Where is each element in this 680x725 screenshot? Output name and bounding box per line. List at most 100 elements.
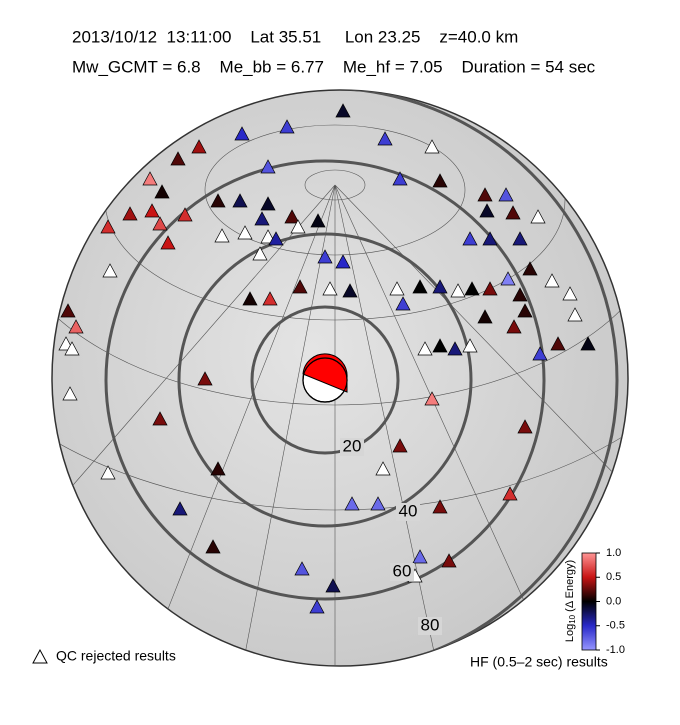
station [234, 126, 250, 141]
colorbar-tick-label: 0.5 [606, 571, 621, 583]
station [260, 159, 276, 174]
station [177, 207, 193, 222]
station [512, 231, 528, 246]
station [544, 273, 560, 288]
station [377, 131, 393, 146]
colorbar-ticks: 1.0 0.5 0.0 -0.5 -1.0 [596, 547, 625, 656]
colorbar-tick-label: -0.5 [606, 620, 625, 632]
ring-label: 20 [343, 436, 362, 455]
station [477, 187, 493, 202]
station [170, 151, 186, 166]
distance-rings [52, 90, 619, 666]
ring-label-bg [390, 563, 414, 581]
qc-legend-icon [32, 648, 48, 664]
station [522, 261, 538, 276]
distance-ring [177, 232, 473, 528]
station [260, 196, 276, 211]
station [290, 219, 306, 234]
ring-label-bg [418, 617, 442, 635]
station [144, 203, 160, 218]
station [342, 283, 358, 298]
station [172, 501, 188, 516]
station [237, 225, 253, 240]
station [375, 461, 391, 476]
station [462, 338, 478, 353]
colorbar-label: Log10 (Δ Energy) [564, 560, 577, 642]
hf-legend: HF (0.5–2 sec) results [470, 654, 608, 670]
station [60, 303, 76, 318]
colorbar-tick-label: 0.0 [606, 595, 621, 607]
stations [58, 103, 596, 614]
station [254, 211, 270, 226]
station [242, 291, 258, 306]
station [122, 206, 138, 221]
station [462, 231, 478, 246]
station [498, 187, 514, 202]
station [152, 216, 168, 231]
station [309, 599, 325, 614]
station [152, 411, 168, 426]
station [154, 184, 170, 199]
station [191, 139, 207, 154]
station [100, 465, 116, 480]
station [447, 341, 463, 356]
station [325, 578, 341, 593]
beachball [302, 353, 348, 403]
station [279, 119, 295, 134]
station [424, 391, 440, 406]
station [506, 319, 522, 334]
station [205, 539, 221, 554]
station [505, 205, 521, 220]
station [64, 341, 80, 356]
station [232, 193, 248, 208]
station [335, 103, 351, 118]
station [482, 281, 498, 296]
station [441, 553, 457, 568]
station [310, 213, 326, 228]
distance-ring [52, 90, 619, 666]
ring-label-bg [340, 438, 364, 456]
ring-label-bg [396, 503, 420, 521]
station [210, 461, 226, 476]
station [317, 249, 333, 264]
station [142, 171, 158, 186]
station [432, 499, 448, 514]
station [292, 279, 308, 294]
station [482, 231, 498, 246]
station [432, 338, 448, 353]
station [102, 263, 118, 278]
station [412, 549, 428, 564]
graticule [52, 90, 628, 666]
station [392, 171, 408, 186]
station [392, 438, 408, 453]
station [252, 246, 268, 261]
station [424, 139, 440, 154]
station [284, 209, 300, 224]
station [268, 231, 284, 246]
station [432, 173, 448, 188]
station [335, 254, 351, 269]
station [322, 281, 338, 296]
station [160, 235, 176, 250]
station [500, 271, 516, 286]
station [214, 228, 230, 243]
station [530, 209, 546, 224]
station [370, 496, 386, 511]
station [395, 296, 411, 311]
station [532, 346, 548, 361]
station [417, 341, 433, 356]
qc-legend: QC rejected results [56, 648, 176, 664]
station [412, 279, 428, 294]
station [210, 193, 226, 208]
station [580, 336, 596, 351]
distance-ring [250, 305, 400, 455]
station [344, 496, 360, 511]
ring-label: 80 [421, 615, 440, 634]
station [62, 386, 78, 401]
station [432, 279, 448, 294]
station [197, 371, 213, 386]
station [389, 281, 405, 296]
station [567, 307, 583, 322]
colorbar [581, 552, 597, 651]
